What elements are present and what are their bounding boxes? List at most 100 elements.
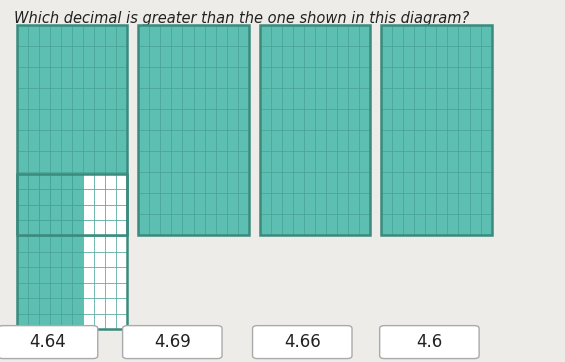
Bar bbox=[271, 109, 282, 130]
Bar bbox=[72, 298, 83, 314]
Bar bbox=[83, 214, 94, 235]
Bar bbox=[72, 283, 83, 298]
Bar bbox=[403, 214, 415, 235]
Bar bbox=[61, 214, 72, 235]
Bar bbox=[459, 193, 470, 214]
Bar bbox=[39, 174, 50, 189]
Bar bbox=[17, 172, 28, 193]
Bar bbox=[470, 67, 480, 88]
Bar bbox=[83, 174, 94, 189]
Bar bbox=[348, 193, 359, 214]
Bar bbox=[480, 109, 492, 130]
Bar bbox=[83, 252, 94, 267]
Bar bbox=[470, 172, 480, 193]
Bar bbox=[17, 220, 28, 236]
Bar bbox=[193, 25, 205, 46]
Bar bbox=[459, 151, 470, 172]
Bar bbox=[50, 189, 61, 205]
Bar bbox=[50, 236, 61, 252]
Bar bbox=[392, 130, 403, 151]
Bar bbox=[105, 214, 116, 235]
Bar bbox=[282, 88, 293, 109]
Bar bbox=[381, 193, 392, 214]
Bar bbox=[271, 172, 282, 193]
Bar bbox=[304, 130, 315, 151]
Bar bbox=[337, 46, 348, 67]
Bar bbox=[172, 214, 182, 235]
Bar bbox=[337, 214, 348, 235]
Bar bbox=[94, 67, 105, 88]
Bar bbox=[447, 25, 459, 46]
Bar bbox=[381, 25, 392, 46]
Bar bbox=[282, 214, 293, 235]
Bar bbox=[326, 130, 337, 151]
Bar bbox=[105, 193, 116, 214]
Bar bbox=[138, 172, 149, 193]
Bar bbox=[116, 109, 127, 130]
Bar bbox=[470, 214, 480, 235]
Bar bbox=[359, 25, 370, 46]
Bar bbox=[61, 314, 72, 329]
Bar bbox=[72, 88, 83, 109]
Bar bbox=[237, 172, 249, 193]
Bar bbox=[392, 214, 403, 235]
Bar bbox=[326, 25, 337, 46]
Bar bbox=[83, 314, 94, 329]
Text: 4.69: 4.69 bbox=[154, 333, 191, 351]
Bar bbox=[359, 109, 370, 130]
Bar bbox=[337, 151, 348, 172]
Bar bbox=[105, 314, 116, 329]
Bar bbox=[61, 283, 72, 298]
Bar bbox=[304, 67, 315, 88]
Bar bbox=[480, 88, 492, 109]
Bar bbox=[39, 298, 50, 314]
Bar bbox=[50, 88, 61, 109]
Bar bbox=[28, 174, 39, 189]
Bar bbox=[293, 67, 304, 88]
Bar bbox=[172, 25, 182, 46]
Bar bbox=[271, 214, 282, 235]
Bar bbox=[315, 214, 326, 235]
Bar bbox=[304, 172, 315, 193]
Bar bbox=[94, 205, 105, 220]
Bar bbox=[293, 193, 304, 214]
Bar bbox=[72, 205, 83, 220]
Bar bbox=[304, 46, 315, 67]
Bar bbox=[403, 109, 415, 130]
Bar bbox=[337, 88, 348, 109]
Bar bbox=[138, 109, 149, 130]
Bar bbox=[447, 172, 459, 193]
FancyBboxPatch shape bbox=[123, 326, 222, 358]
Bar bbox=[326, 151, 337, 172]
Bar bbox=[149, 109, 160, 130]
Bar bbox=[50, 25, 61, 46]
Bar bbox=[447, 88, 459, 109]
Bar bbox=[160, 151, 172, 172]
Bar bbox=[105, 267, 116, 283]
Bar bbox=[227, 151, 238, 172]
Bar bbox=[116, 193, 127, 214]
Bar bbox=[138, 25, 149, 46]
Bar bbox=[381, 172, 392, 193]
Bar bbox=[94, 220, 105, 236]
Bar bbox=[72, 46, 83, 67]
Bar bbox=[72, 193, 83, 214]
Bar bbox=[72, 236, 83, 252]
Bar bbox=[17, 252, 28, 267]
Bar bbox=[415, 67, 425, 88]
Bar bbox=[116, 88, 127, 109]
Bar bbox=[28, 214, 39, 235]
Bar bbox=[50, 151, 61, 172]
Bar bbox=[237, 88, 249, 109]
Bar bbox=[437, 214, 447, 235]
Bar bbox=[205, 46, 216, 67]
Bar bbox=[17, 67, 28, 88]
Bar bbox=[39, 189, 50, 205]
Bar bbox=[83, 193, 94, 214]
Bar bbox=[425, 130, 436, 151]
Bar bbox=[149, 151, 160, 172]
Bar bbox=[50, 298, 61, 314]
Bar bbox=[94, 314, 105, 329]
Bar bbox=[17, 25, 28, 46]
Bar bbox=[94, 298, 105, 314]
